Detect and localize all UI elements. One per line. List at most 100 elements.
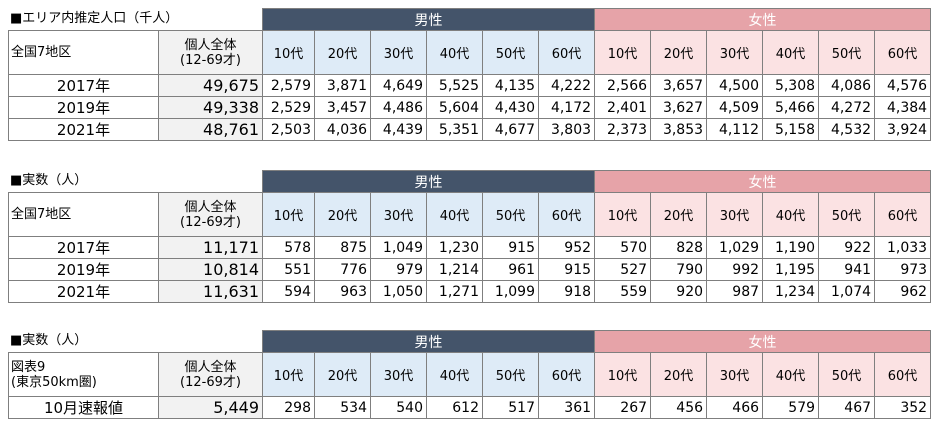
population-tables: ■エリア内推定人口（千人） 男性 女性 全国7地区 個人全体 (12-69才) 10代 20代… — [8, 8, 932, 419]
female-age-header: 60代 — [874, 192, 932, 237]
male-value: 1,049 — [370, 236, 427, 259]
data-table: 男性 女性 図表9 (東京50km圏) 個人全体 (12-69才) 10代 20代 30代 40代… — [8, 330, 932, 419]
male-value: 540 — [370, 396, 427, 419]
female-value: 962 — [874, 280, 932, 303]
row-header-label: 全国7地区 — [8, 30, 159, 75]
total-value: 11,631 — [158, 280, 263, 303]
female-value: 2,566 — [594, 74, 652, 97]
row-label: 2017年 — [8, 74, 159, 97]
male-value: 963 — [314, 280, 371, 303]
table-row: 2017年 49,675 2,579 3,871 4,649 5,525 4,135 4,22… — [8, 74, 932, 97]
row-label: 2019年 — [8, 258, 159, 281]
female-value: 1,074 — [818, 280, 876, 303]
female-age-header: 50代 — [818, 30, 876, 75]
total-value: 48,761 — [158, 118, 263, 141]
male-age-header: 60代 — [537, 192, 596, 237]
female-value: 4,509 — [706, 96, 764, 119]
female-value: 4,532 — [818, 118, 876, 141]
male-value: 1,230 — [426, 236, 483, 259]
female-value: 5,466 — [762, 96, 820, 119]
female-value: 466 — [706, 396, 764, 419]
total-header: 個人全体 (12-69才) — [158, 30, 263, 75]
male-value: 612 — [426, 396, 483, 419]
male-age-header: 20代 — [314, 352, 371, 397]
male-value: 5,604 — [426, 96, 483, 119]
table-row: 2019年 10,814 551 776 979 1,214 961 915 527 790 992… — [8, 258, 932, 281]
male-value: 517 — [482, 396, 539, 419]
female-value: 4,576 — [874, 74, 932, 97]
row-header-label: 全国7地区 — [8, 192, 159, 237]
male-value: 952 — [537, 236, 596, 259]
female-value: 1,029 — [706, 236, 764, 259]
male-age-header: 50代 — [482, 192, 539, 237]
row-label: 2021年 — [8, 118, 159, 141]
male-age-header: 60代 — [537, 352, 596, 397]
female-value: 2,373 — [594, 118, 652, 141]
total-value: 49,338 — [158, 96, 263, 119]
male-value: 4,430 — [482, 96, 539, 119]
female-group-header: 女性 — [594, 8, 932, 31]
female-value: 2,401 — [594, 96, 652, 119]
male-value: 1,214 — [426, 258, 483, 281]
female-value: 4,272 — [818, 96, 876, 119]
total-value: 5,449 — [158, 396, 263, 419]
male-value: 2,503 — [262, 118, 315, 141]
male-value: 918 — [537, 280, 596, 303]
female-value: 570 — [594, 236, 652, 259]
table-row: 2021年 11,631 594 963 1,050 1,271 1,099 918 559 92… — [8, 280, 932, 303]
male-value: 961 — [482, 258, 539, 281]
female-age-header: 30代 — [706, 352, 764, 397]
table-row: 2017年 11,171 578 875 1,049 1,230 915 952 570 828 1… — [8, 236, 932, 259]
male-age-header: 50代 — [482, 352, 539, 397]
female-age-header: 40代 — [762, 192, 820, 237]
male-age-header: 30代 — [370, 192, 427, 237]
age-header-row: 全国7地区 個人全体 (12-69才) 10代 20代 30代 40代 50代 60代 10代 20… — [8, 192, 932, 237]
row-label: 2019年 — [8, 96, 159, 119]
table-row: 10月速報値 5,449 298 534 540 612 517 361 267 456 466 57… — [8, 396, 932, 419]
male-value: 5,525 — [426, 74, 483, 97]
male-value: 3,803 — [537, 118, 596, 141]
female-group-header: 女性 — [594, 170, 932, 193]
data-table: 男性 女性 全国7地区 個人全体 (12-69才) 10代 20代 30代 40代 50代 60代 1… — [8, 8, 932, 141]
female-value: 559 — [594, 280, 652, 303]
female-age-header: 30代 — [706, 192, 764, 237]
female-age-header: 10代 — [594, 352, 652, 397]
female-value: 941 — [818, 258, 876, 281]
group-header-row: 男性 女性 — [9, 8, 932, 31]
male-value: 298 — [262, 396, 315, 419]
female-value: 3,627 — [650, 96, 708, 119]
total-header: 個人全体 (12-69才) — [158, 352, 263, 397]
male-value: 534 — [314, 396, 371, 419]
female-value: 920 — [650, 280, 708, 303]
female-age-header: 60代 — [874, 30, 932, 75]
male-group-header: 男性 — [261, 330, 596, 353]
female-value: 527 — [594, 258, 652, 281]
female-age-header: 50代 — [818, 352, 876, 397]
male-age-header: 30代 — [370, 352, 427, 397]
male-value: 551 — [262, 258, 315, 281]
table-section: ■エリア内推定人口（千人） 男性 女性 全国7地区 個人全体 (12-69才) 10代 20代… — [8, 8, 932, 159]
female-value: 3,657 — [650, 74, 708, 97]
total-value: 10,814 — [158, 258, 263, 281]
female-value: 5,158 — [762, 118, 820, 141]
group-header-row: 男性 女性 — [9, 330, 932, 353]
male-age-header: 20代 — [314, 192, 371, 237]
male-value: 915 — [482, 236, 539, 259]
section-title: ■実数（人） — [10, 333, 88, 348]
row-label: 2017年 — [8, 236, 159, 259]
female-value: 1,234 — [762, 280, 820, 303]
male-value: 4,222 — [537, 74, 596, 97]
table-row: 2021年 48,761 2,503 4,036 4,439 5,351 4,677 3,80… — [8, 118, 932, 141]
row-label: 2021年 — [8, 280, 159, 303]
male-age-header: 20代 — [314, 30, 371, 75]
female-age-header: 40代 — [762, 352, 820, 397]
female-group-header: 女性 — [594, 330, 932, 353]
group-header-row: 男性 女性 — [9, 170, 932, 193]
male-group-header: 男性 — [261, 8, 596, 31]
total-value: 49,675 — [158, 74, 263, 97]
male-value: 594 — [262, 280, 315, 303]
male-value: 2,529 — [262, 96, 315, 119]
female-value: 4,500 — [706, 74, 764, 97]
female-value: 3,853 — [650, 118, 708, 141]
male-value: 578 — [262, 236, 315, 259]
